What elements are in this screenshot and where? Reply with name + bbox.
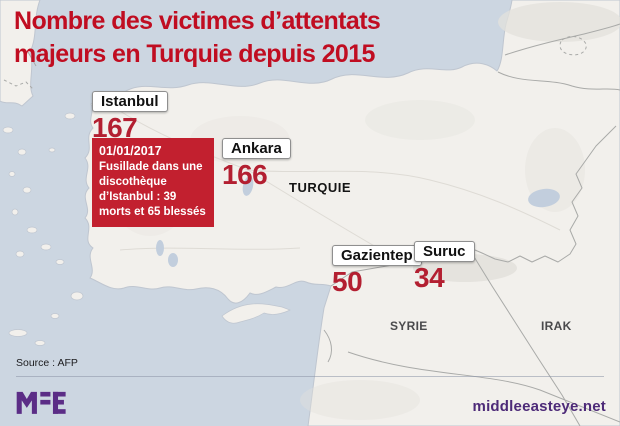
aegean-islands [2,112,84,346]
turkey-landmass [84,0,620,426]
mee-logo-e [52,391,66,414]
city-label-suruc: Suruc [414,241,475,262]
lakes [156,176,560,267]
cyprus-island [221,303,291,324]
title-line-2: majeurs en Turquie depuis 2015 [14,40,375,68]
title-line-1: Nombre des victimes d’attentats [14,7,381,35]
city-label-gazientep: Gazientep [332,245,422,266]
callout-text: Fusillade dans une discothèque d’Istanbu… [99,161,206,218]
country-label-turquie: TURQUIE [289,180,351,195]
city-marker-gazientep: Gazientep 50 [332,245,422,296]
lake-van [528,188,560,208]
country-label-irak: IRAK [541,319,572,333]
mee-logo-bars [40,391,51,405]
city-value-istanbul: 167 [92,112,138,143]
city-value-gazientep: 50 [332,266,363,297]
source-note: Source : AFP [16,357,78,369]
city-marker-istanbul: Istanbul 167 [92,91,168,142]
city-marker-ankara: Ankara 166 [222,138,291,189]
city-label-ankara: Ankara [222,138,291,159]
site-url: middleeasteye.net [472,398,606,415]
mee-logo [16,391,66,414]
mee-logo-m [16,391,37,414]
callout-date: 01/01/2017 [99,144,162,158]
road-lines [105,101,561,259]
lake-tuz [242,176,254,196]
footer-divider [16,376,604,377]
city-value-suruc: 34 [414,262,445,293]
city-value-ankara: 166 [222,159,268,190]
city-marker-suruc: Suruc 34 [414,241,475,292]
balkan-land [0,0,41,107]
page-title: Nombre des victimes d’attentats majeurs … [14,5,494,71]
country-label-syrie: SYRIE [390,319,428,333]
attack-callout: 01/01/2017 Fusillade dans une discothèqu… [92,138,214,227]
city-label-istanbul: Istanbul [92,91,168,112]
